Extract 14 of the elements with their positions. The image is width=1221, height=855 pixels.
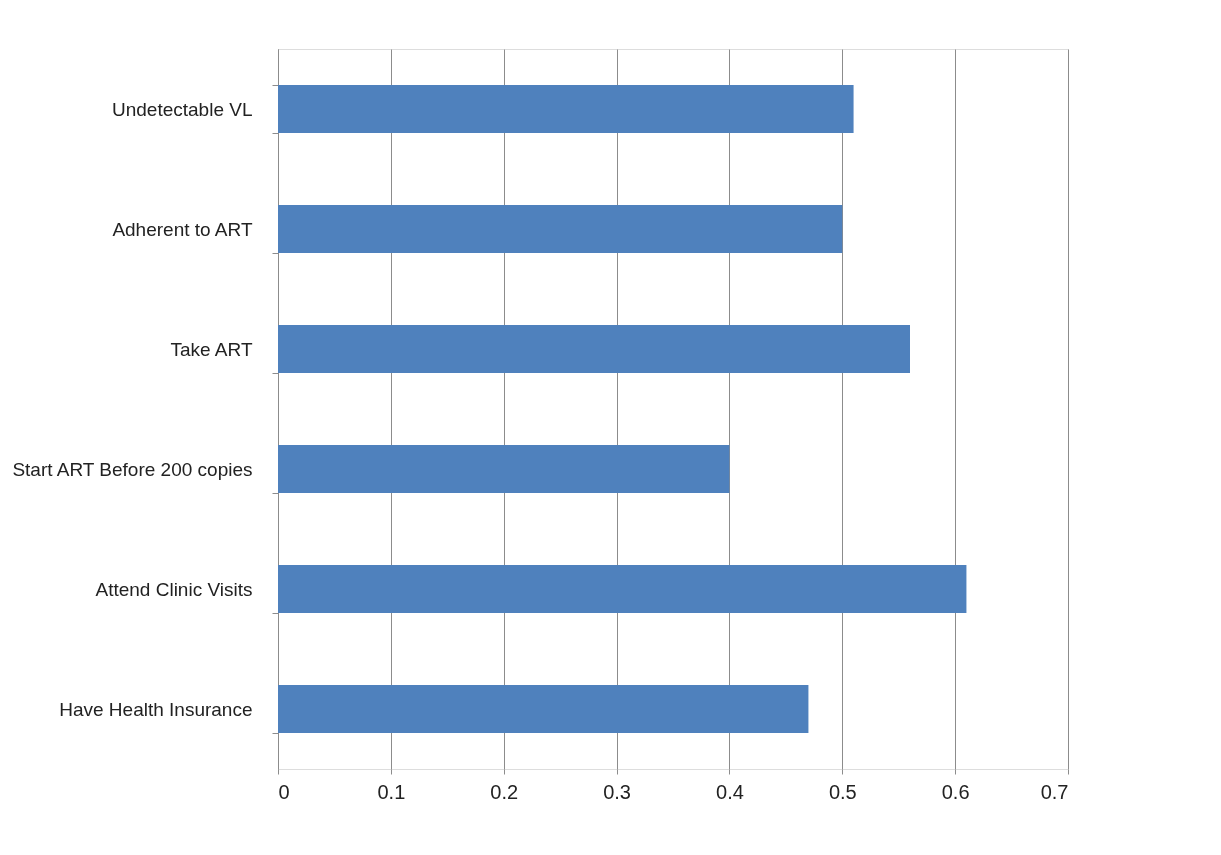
y-tick-label: Undetectable VL [112, 98, 253, 120]
y-tick-label: Take ART [170, 338, 253, 360]
x-tick-label: 0.2 [490, 780, 519, 803]
y-tick-label: Adherent to ART [112, 218, 253, 240]
y-tick-label: Have Health Insurance [59, 698, 253, 720]
y-tick-label: Attend Clinic Visits [95, 578, 253, 600]
x-tick-label: 0.4 [716, 780, 744, 803]
x-tick-label: 0 [278, 780, 290, 803]
x-tick-label: 0.3 [603, 780, 631, 803]
x-tick-label: 0.5 [828, 780, 857, 803]
x-tick-label: 0.6 [941, 780, 970, 803]
y-tick-label: Start ART Before 200 copies [12, 458, 253, 480]
x-tick-label: 0.1 [377, 780, 406, 803]
x-tick-label: 0.7 [1040, 780, 1069, 803]
